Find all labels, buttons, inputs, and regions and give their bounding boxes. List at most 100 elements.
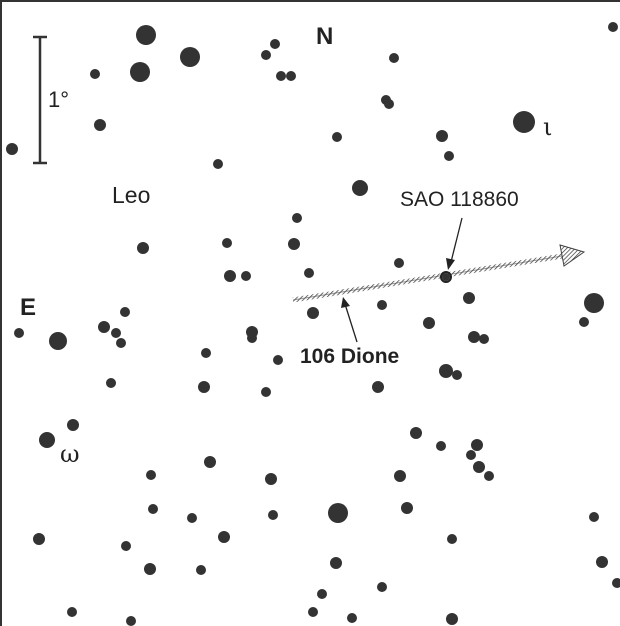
asteroid-label: 106 Dione [300, 345, 399, 368]
star-73 [218, 531, 230, 543]
star-47 [273, 355, 283, 365]
star-16 [332, 132, 342, 142]
star-58 [471, 439, 483, 451]
track-arrowhead [559, 244, 586, 267]
star-23 [222, 238, 232, 248]
star-27 [304, 268, 314, 278]
star-65 [265, 473, 277, 485]
east-label: E [20, 294, 36, 321]
star-44 [468, 331, 480, 343]
star-20 [352, 180, 368, 196]
star-4 [270, 39, 280, 49]
star-50 [261, 387, 271, 397]
north-label: N [316, 23, 333, 50]
star-46 [201, 348, 211, 358]
star-43 [463, 292, 475, 304]
star-39 [247, 333, 257, 343]
star-30 [584, 293, 604, 313]
star-72 [121, 541, 131, 551]
star-79 [596, 556, 608, 568]
star-63 [394, 470, 406, 482]
constellation-label: Leo [112, 182, 150, 208]
star-41 [377, 300, 387, 310]
star-2 [180, 47, 200, 67]
star-49 [198, 381, 210, 393]
star-36 [14, 328, 24, 338]
target-star-ring [440, 271, 452, 283]
star-83 [126, 616, 136, 626]
star-12 [384, 99, 394, 109]
star-71 [33, 533, 45, 545]
star-26 [241, 271, 251, 281]
star-76 [144, 563, 156, 575]
star-13 [94, 119, 106, 131]
star-81 [317, 589, 327, 599]
star-56 [410, 427, 422, 439]
star-78 [330, 557, 342, 569]
star-59 [466, 450, 476, 460]
scale-label: 1° [48, 87, 69, 112]
star-51 [372, 381, 384, 393]
star-70 [401, 502, 413, 514]
scale-bar [33, 35, 47, 165]
star-3 [130, 62, 150, 82]
star-21 [292, 213, 302, 223]
target-star-label: SAO 118860 [400, 188, 519, 211]
star-68 [268, 510, 278, 520]
star-19 [213, 159, 223, 169]
omega-label: ω [60, 440, 80, 468]
star-34 [111, 328, 121, 338]
star-31 [579, 317, 589, 327]
star-17 [436, 130, 448, 142]
star-15 [6, 143, 18, 155]
star-62 [204, 456, 216, 468]
star-33 [98, 321, 110, 333]
star-45 [479, 334, 489, 344]
star-6 [276, 71, 286, 81]
star-53 [452, 370, 462, 380]
star-40 [307, 307, 319, 319]
star-60 [473, 461, 485, 473]
asteroid-pointer [341, 297, 358, 343]
star-5 [261, 50, 271, 60]
star-42 [423, 317, 435, 329]
target-star-pointer [446, 217, 463, 270]
star-61 [484, 471, 494, 481]
star-7 [286, 71, 296, 81]
star-87 [612, 578, 620, 588]
star-1 [136, 25, 156, 45]
star-64 [146, 470, 156, 480]
star-18 [444, 151, 454, 161]
star-28 [394, 258, 404, 268]
star-82 [67, 607, 77, 617]
star-32 [120, 307, 130, 317]
star-9 [389, 53, 399, 63]
star-77 [196, 565, 206, 575]
iota-label: ι [543, 113, 552, 141]
star-74 [447, 534, 457, 544]
star-37 [49, 332, 67, 350]
star-22 [137, 242, 149, 254]
star-75 [589, 512, 599, 522]
asteroid-track [292, 244, 586, 303]
star-80 [377, 582, 387, 592]
star-55 [39, 432, 55, 448]
star-field [6, 22, 620, 626]
star-25 [224, 270, 236, 282]
star-35 [116, 338, 126, 348]
star-66 [148, 504, 158, 514]
star-24 [288, 238, 300, 250]
star-67 [187, 513, 197, 523]
star-8 [90, 69, 100, 79]
star-84 [308, 607, 318, 617]
star-85 [347, 613, 357, 623]
star-54 [67, 419, 79, 431]
star-48 [106, 378, 116, 388]
star-10 [608, 22, 618, 32]
star-69 [328, 503, 348, 523]
star-86 [446, 613, 458, 625]
star-52 [439, 364, 453, 378]
star-14 [513, 111, 535, 133]
